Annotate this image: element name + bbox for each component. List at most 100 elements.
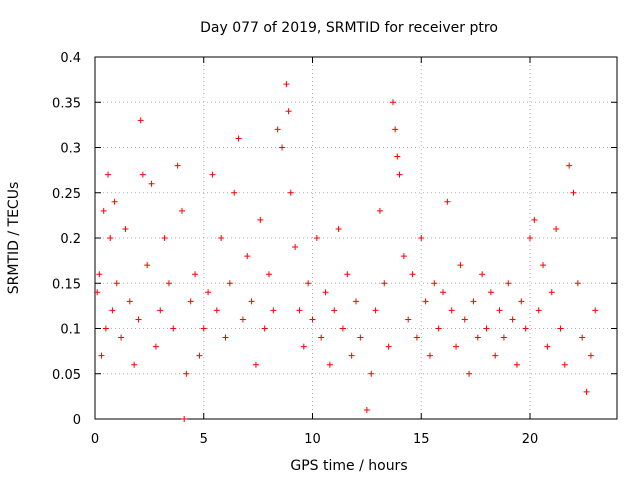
data-point xyxy=(531,216,538,223)
data-point xyxy=(318,334,325,341)
data-point xyxy=(566,162,573,169)
data-point xyxy=(111,198,118,205)
data-point xyxy=(431,280,438,287)
data-point xyxy=(283,81,290,88)
data-point xyxy=(279,144,286,151)
data-point xyxy=(274,126,281,133)
data-point xyxy=(535,307,542,314)
data-point xyxy=(339,325,346,332)
data-point xyxy=(157,307,164,314)
data-point xyxy=(561,361,568,368)
data-point xyxy=(418,235,425,241)
data-point xyxy=(109,307,116,314)
data-point xyxy=(548,289,555,296)
chart-title: Day 077 of 2019, SRMTID for receiver ptr… xyxy=(200,20,498,36)
x-tick-label: 0 xyxy=(91,432,99,447)
data-point xyxy=(326,361,333,368)
x-axis-label: GPS time / hours xyxy=(290,458,407,474)
data-point xyxy=(139,171,146,178)
data-point xyxy=(426,352,433,359)
data-point xyxy=(500,334,507,341)
data-point xyxy=(353,298,359,305)
y-tick-label: 0.1 xyxy=(60,323,81,338)
y-tick-labels: 0 0.05 0.1 0.15 0.2 0.25 0.3 0.35 0.4 xyxy=(52,51,81,428)
data-point xyxy=(457,262,464,269)
data-point xyxy=(527,235,533,241)
data-point xyxy=(392,126,399,133)
data-point xyxy=(235,135,242,142)
data-point xyxy=(161,235,168,241)
data-point xyxy=(363,406,370,413)
data-point xyxy=(496,307,503,314)
data-point xyxy=(553,225,560,232)
data-point xyxy=(107,235,114,241)
data-point xyxy=(487,289,494,296)
data-point xyxy=(557,325,564,332)
data-point xyxy=(209,171,216,178)
data-point xyxy=(205,289,212,296)
data-point xyxy=(270,307,277,314)
data-point xyxy=(218,235,225,241)
y-tick-label: 0 xyxy=(73,413,81,428)
x-tick-labels: 0 5 10 15 20 xyxy=(91,432,538,447)
data-point xyxy=(113,280,120,287)
data-point xyxy=(583,388,590,395)
data-point xyxy=(435,325,442,332)
data-point xyxy=(385,343,392,350)
data-point xyxy=(126,298,133,305)
data-point xyxy=(179,207,185,214)
data-point xyxy=(196,352,203,359)
y-tick-label: 0.25 xyxy=(52,187,81,202)
data-point xyxy=(492,352,499,359)
data-point xyxy=(105,171,112,178)
data-point xyxy=(461,316,468,323)
data-point xyxy=(389,99,396,106)
y-tick-label: 0.3 xyxy=(60,142,81,157)
data-point xyxy=(183,370,190,377)
data-point xyxy=(587,352,594,359)
data-point xyxy=(522,325,529,332)
data-point xyxy=(483,325,490,332)
data-point xyxy=(305,280,312,287)
data-point xyxy=(222,334,229,341)
data-point xyxy=(592,307,599,314)
data-point xyxy=(98,352,105,359)
data-point xyxy=(357,334,364,341)
data-point xyxy=(331,307,338,314)
data-point xyxy=(144,262,151,269)
data-point xyxy=(348,352,355,359)
axis-ticks xyxy=(94,56,617,420)
data-point xyxy=(187,298,194,305)
data-point xyxy=(309,316,316,323)
data-point xyxy=(368,370,375,377)
data-point xyxy=(513,361,520,368)
data-point xyxy=(505,280,512,287)
data-point xyxy=(170,325,177,332)
data-point xyxy=(376,207,383,214)
data-point xyxy=(96,271,103,278)
x-tick-label: 15 xyxy=(413,432,430,447)
data-point xyxy=(296,307,303,314)
data-point xyxy=(244,253,251,260)
data-point xyxy=(135,316,142,323)
x-tick-label: 20 xyxy=(522,432,539,447)
y-tick-label: 0.05 xyxy=(52,368,81,383)
data-point xyxy=(174,162,181,169)
data-point xyxy=(239,316,246,323)
data-point xyxy=(285,108,292,115)
data-point xyxy=(118,334,125,341)
y-tick-label: 0.15 xyxy=(52,277,81,292)
data-point xyxy=(137,117,144,124)
data-point xyxy=(540,262,547,269)
data-point xyxy=(231,189,238,196)
data-point xyxy=(570,189,577,196)
data-point xyxy=(518,298,525,305)
data-point xyxy=(381,280,388,287)
x-tick-label: 10 xyxy=(304,432,321,447)
data-point xyxy=(400,253,407,260)
data-point xyxy=(509,316,516,323)
data-point xyxy=(474,334,481,341)
data-point xyxy=(94,289,101,296)
